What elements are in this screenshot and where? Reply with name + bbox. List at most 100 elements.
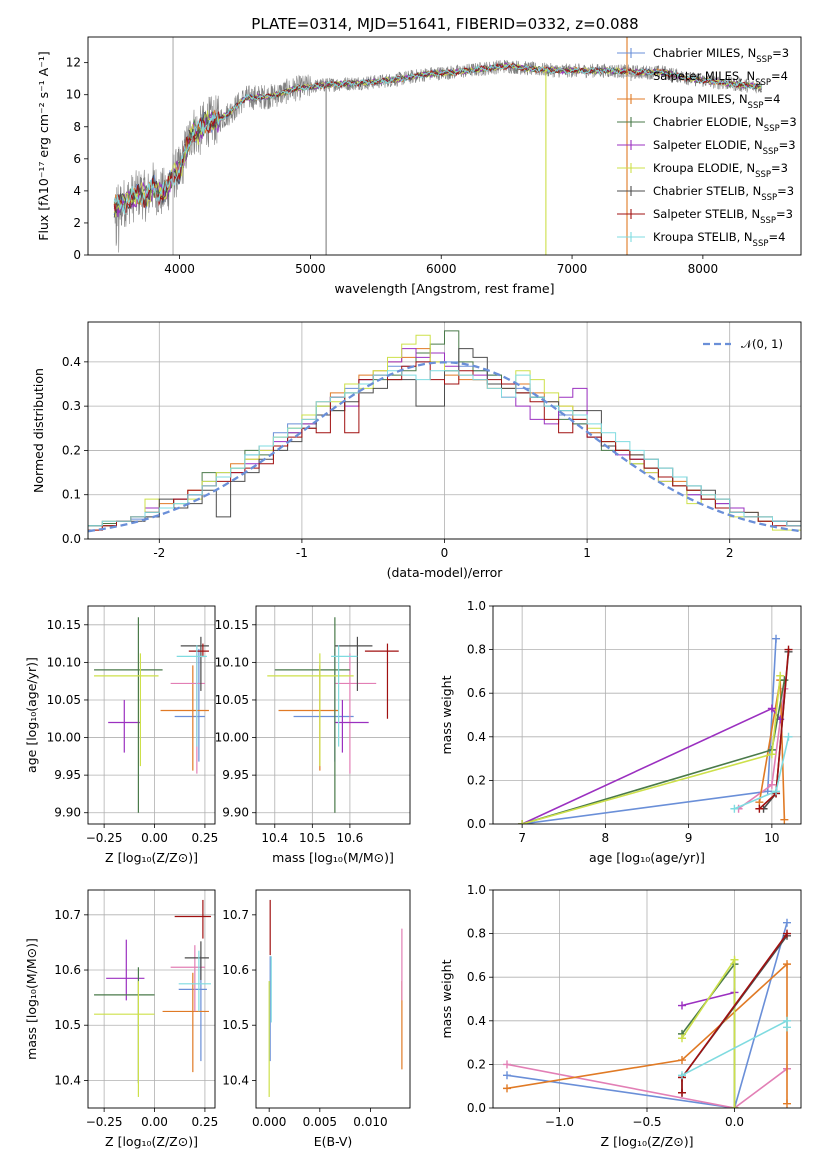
weight-point-marker [783,1023,791,1032]
weight-point-marker [784,645,793,654]
y-tick-label: 0.0 [467,1101,486,1115]
y-tick-label: 10.7 [54,908,81,922]
weight-vs-age-frame [492,605,802,825]
weight-vs-z-frame [492,889,802,1109]
weight-series-line [521,638,777,824]
y-tick-label: 10.6 [222,963,249,977]
x-tick-label: 2 [726,546,734,560]
y-tick-label: 0.2 [62,443,81,457]
x-tick-label: −0.5 [632,1115,661,1129]
observed-spectrum-line [113,59,763,253]
x-tick-label: 0.25 [192,1115,219,1129]
weight-point-marker [678,1088,686,1097]
y-tick-label: 0 [73,248,81,262]
weight-point-marker [503,1084,511,1093]
y-tick-label: 12 [66,56,81,70]
legend-entry-label: Chabrier ELODIE, NSSP=3 [653,115,797,134]
mass-vs-ebv-frame [255,889,411,1109]
weight-vs-age-y-axis-label: mass weight [439,675,454,754]
spectrum-y-axis-label: Flux [fλ10⁻¹⁷ erg cm⁻² s⁻¹ A⁻¹] [36,51,51,240]
age-vs-mass-frame [255,605,411,825]
x-tick-label: 7000 [557,262,588,276]
spectrum-legend: Chabrier MILES, NSSP=3 Salpeter MILES, NS… [617,46,797,249]
legend-entry-label: Salpeter ELODIE, NSSP=3 [653,138,796,157]
weight-vs-z-plot-area [503,918,791,1108]
y-tick-label: 9.90 [222,806,249,820]
x-tick-label: 10.5 [299,831,326,845]
y-tick-label: 4 [73,184,81,198]
weight-vs-z-x-axis-label: Z [log₁₀(Z/Z⊙)] [601,1134,694,1149]
mass-vs-z-axes: −0.25 0.00 0.25 10.4 10.5 10.6 10.7 Z [log₁₀(Z/… [24,890,218,1149]
mass-vs-z-plot-area [94,899,211,1097]
weight-point-marker [767,704,776,713]
residuals-x-axis-label: (data-model)/error [387,565,504,580]
x-tick-label: 0.010 [353,1115,387,1129]
y-tick-label: 9.95 [222,768,249,782]
y-tick-label: 10.4 [54,1073,81,1087]
spectrum-x-axis-label: wavelength [Angstrom, rest frame] [334,281,554,296]
y-tick-label: 0.6 [467,686,486,700]
weight-point-marker [503,1060,511,1069]
normal-curve [88,361,801,533]
x-tick-label: 9 [685,831,693,845]
age-vs-z-plot-area [94,617,209,813]
y-tick-label: 0.0 [467,817,486,831]
weight-point-marker [503,1071,511,1080]
y-tick-label: 10.6 [54,963,81,977]
x-tick-label: 4000 [164,262,195,276]
x-tick-label: 10.6 [337,831,364,845]
weight-point-marker [730,955,739,964]
y-tick-label: 10.05 [47,693,81,707]
legend-entry-label: Kroupa ELODIE, NSSP=3 [653,161,788,180]
y-tick-label: 0.2 [467,773,486,787]
weight-point-marker [784,732,793,741]
weight-point-marker [678,1056,686,1065]
y-tick-label: 10.5 [222,1018,249,1032]
x-tick-label: −0.25 [86,831,123,845]
y-tick-label: 0.4 [467,730,486,744]
weight-point-marker [783,1099,791,1108]
weight-vs-age-plot-area [518,634,793,824]
legend-entry-label: Salpeter STELIB, NSSP=3 [653,207,793,226]
x-tick-label: −1.0 [545,1115,574,1129]
weight-point-marker [755,804,764,813]
x-tick-label: 8000 [688,262,719,276]
y-tick-label: 2 [73,216,81,230]
weight-series-line [506,1063,788,1108]
x-tick-label: 10 [764,831,779,845]
y-tick-label: 0.8 [467,643,486,657]
weight-point-marker [776,671,785,680]
weight-point-marker [767,780,776,789]
residuals-frame [87,321,802,540]
weight-point-marker [730,1104,739,1108]
weight-point-marker [678,1034,686,1043]
legend-entry-label: Salpeter MILES, NSSP=4 [653,69,788,88]
mass-vs-ebv-plot-area [268,899,403,1097]
legend-entry-label: Kroupa MILES, NSSP=4 [653,92,780,111]
legend-entry-normal: 𝒩(0, 1) [741,337,783,351]
x-tick-label: 0.000 [252,1115,286,1129]
y-tick-label: 9.95 [54,768,81,782]
weight-series-line [521,679,786,824]
weight-point-marker [783,929,791,938]
y-tick-label: 0.1 [62,488,81,502]
weight-point-marker [783,960,791,969]
y-tick-label: 0.3 [62,399,81,413]
x-tick-label: -2 [153,546,165,560]
weight-point-marker [678,1001,686,1010]
residuals-plot-area [88,330,801,539]
weight-point-marker [780,815,789,824]
age-vs-z-x-axis-label: Z [log₁₀(Z/Z⊙)] [105,850,198,865]
y-tick-label: 9.90 [54,806,81,820]
y-tick-label: 0.8 [467,927,486,941]
weight-point-marker [780,676,789,685]
y-tick-label: 10.15 [47,618,81,632]
figure-title: PLATE=0314, MJD=51641, FIBERID=0332, z=0… [251,15,638,33]
y-tick-label: 1.0 [467,883,486,897]
spectrum-frame [87,36,802,256]
mass-vs-z-x-axis-label: Z [log₁₀(Z/Z⊙)] [105,1134,198,1149]
x-tick-label: 1 [583,546,591,560]
y-tick-label: 0.4 [467,1014,486,1028]
y-tick-label: 10.10 [47,655,81,669]
y-tick-label: 0.6 [467,970,486,984]
